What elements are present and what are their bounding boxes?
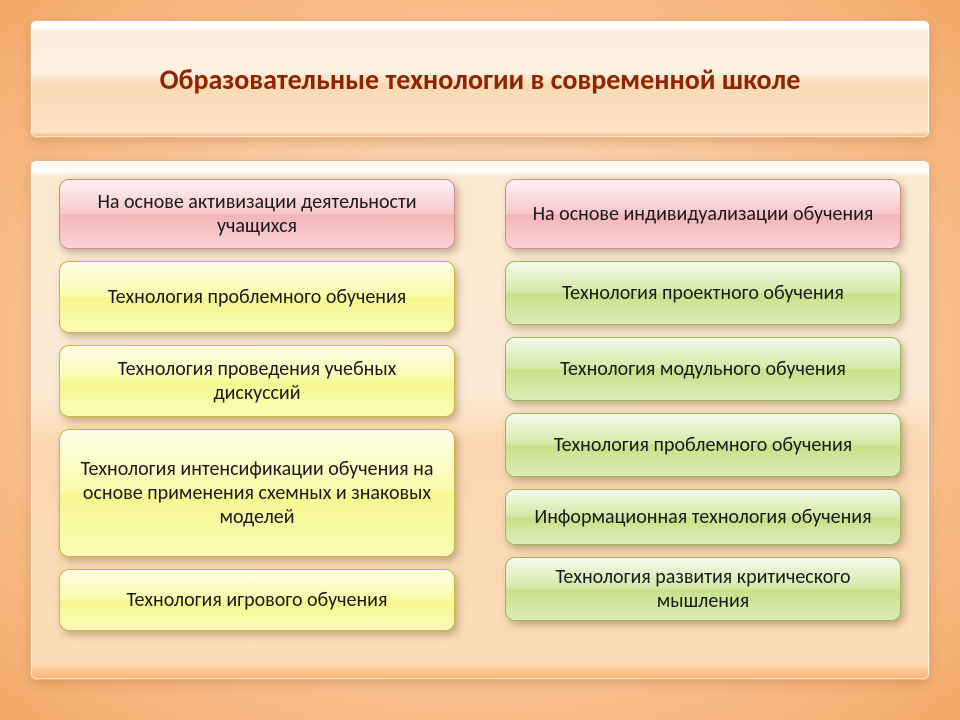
right-item-1: Технология модульного обучения (505, 337, 901, 401)
right-item-4: Технология развития критического мышлени… (505, 557, 901, 621)
title-panel: Образовательные технологии в современной… (30, 20, 930, 138)
right-column-header: На основе индивидуализации обучения (505, 179, 901, 249)
right-item-2: Технология проблемного обучения (505, 413, 901, 477)
page-title: Образовательные технологии в современной… (160, 62, 801, 97)
left-column-header: На основе активизации деятельности учащи… (59, 179, 455, 249)
left-column: На основе активизации деятельности учащи… (59, 179, 455, 661)
right-item-3: Информационная технология обучения (505, 489, 901, 545)
right-item-0: Технология проектного обучения (505, 261, 901, 325)
left-item-1: Технология проведения учебных дискуссий (59, 345, 455, 417)
left-item-2: Технология интенсификации обучения на ос… (59, 429, 455, 557)
left-item-3: Технология игрового обучения (59, 569, 455, 631)
columns-panel: На основе активизации деятельности учащи… (30, 160, 930, 680)
right-column: На основе индивидуализации обучения Техн… (505, 179, 901, 661)
left-item-0: Технология проблемного обучения (59, 261, 455, 333)
